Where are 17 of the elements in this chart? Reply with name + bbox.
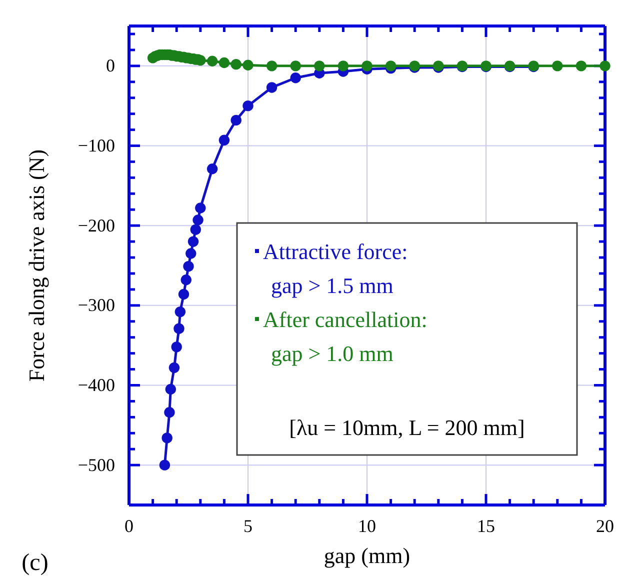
y-tick-label: −200 [78, 215, 115, 236]
y-tick-label: −500 [78, 454, 115, 475]
y-tick-label: 0 [106, 56, 115, 76]
legend-label: After cancellation: gap > 1.0 mm [263, 307, 428, 366]
x-tick-label: 10 [358, 516, 376, 536]
x-tick-label: 0 [124, 516, 134, 536]
y-tick-label: −100 [78, 136, 115, 156]
y-tick-label: −400 [78, 375, 115, 396]
x-tick-label: 5 [244, 516, 252, 536]
text: (c) [22, 550, 48, 576]
x-tick-label: 15 [477, 516, 495, 536]
x-axis-title: gap (mm) [324, 543, 410, 568]
y-tick-label: −300 [78, 295, 115, 316]
annotation: [λu = 10mm, L = 200 mm] [289, 415, 525, 440]
x-tick-label: 20 [596, 516, 614, 536]
legend-label: Attractive force: gap > 1.5 mm [263, 239, 408, 298]
y-axis-title: Force along drive axis (N) [24, 149, 49, 382]
